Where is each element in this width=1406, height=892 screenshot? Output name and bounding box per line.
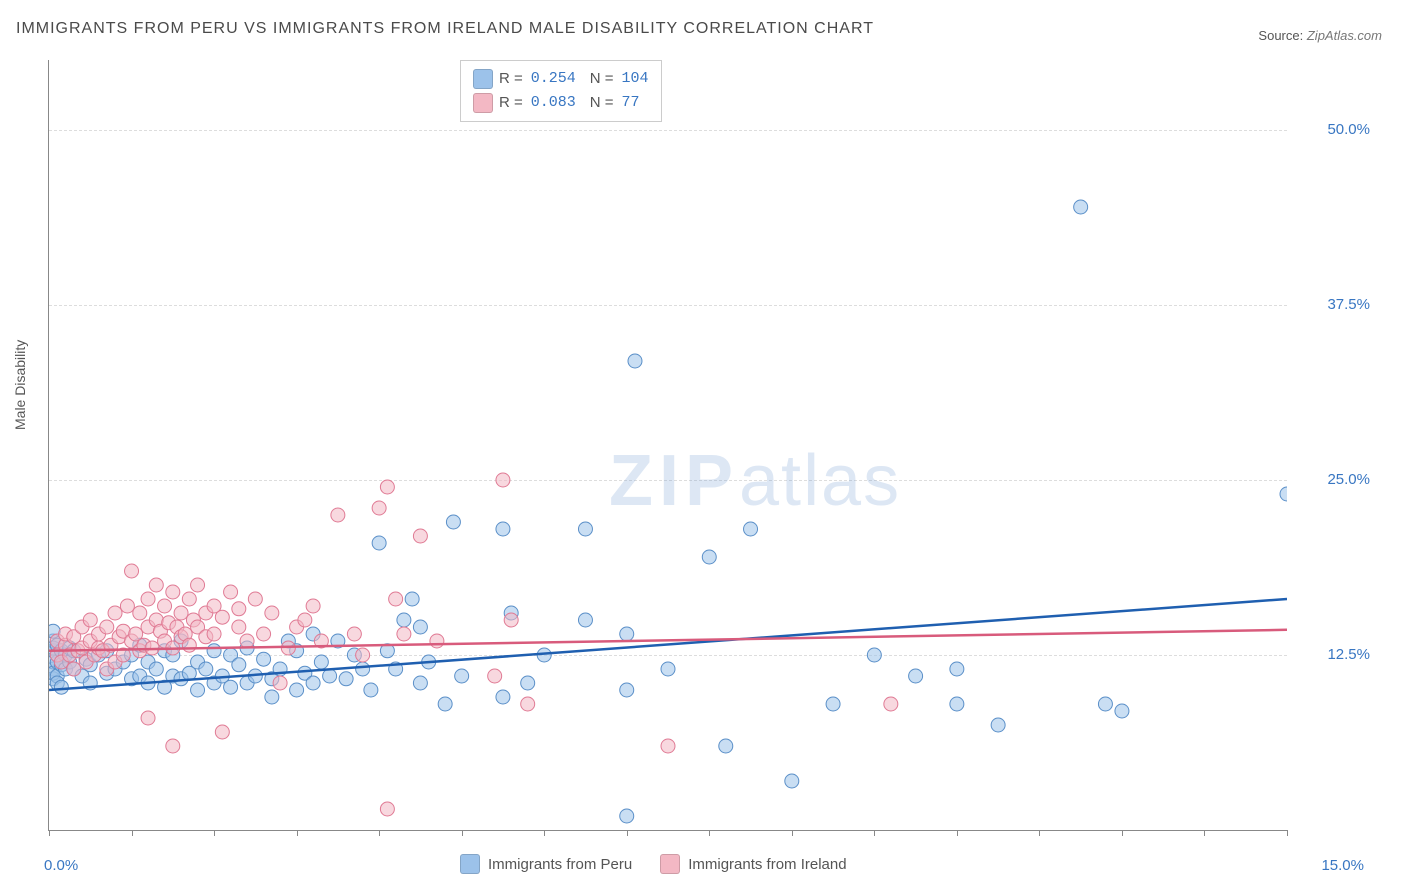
source-value: ZipAtlas.com <box>1307 28 1382 43</box>
x-tick <box>297 830 298 836</box>
swatch-ireland <box>473 93 493 113</box>
y-axis-label: Male Disability <box>12 340 28 430</box>
legend-label-peru: Immigrants from Peru <box>488 856 632 873</box>
legend-row-ireland: R = 0.083 N = 77 <box>473 91 649 115</box>
x-axis-min-label: 0.0% <box>44 857 78 874</box>
x-tick <box>214 830 215 836</box>
plot-container: ZIPatlas <box>48 60 1286 830</box>
trend-lines-layer <box>49 60 1287 830</box>
legend-item-ireland: Immigrants from Ireland <box>660 854 846 874</box>
source-attribution: Source: ZipAtlas.com <box>1258 28 1382 43</box>
x-tick <box>1039 830 1040 836</box>
legend-row-peru: R = 0.254 N = 104 <box>473 67 649 91</box>
x-tick <box>1287 830 1288 836</box>
x-tick <box>792 830 793 836</box>
x-tick <box>627 830 628 836</box>
swatch-peru <box>460 854 480 874</box>
source-label: Source: <box>1258 28 1303 43</box>
legend-series-box: Immigrants from Peru Immigrants from Ire… <box>460 854 847 874</box>
y-tick-label: 37.5% <box>1300 296 1370 313</box>
y-tick-label: 12.5% <box>1300 646 1370 663</box>
x-axis-max-label: 15.0% <box>1321 857 1364 874</box>
legend-label-ireland: Immigrants from Ireland <box>688 856 846 873</box>
y-tick-label: 50.0% <box>1300 121 1370 138</box>
x-tick <box>709 830 710 836</box>
plot-area: ZIPatlas <box>48 60 1287 831</box>
n-value-peru: 104 <box>622 67 649 91</box>
trend-line <box>49 599 1287 690</box>
x-tick <box>462 830 463 836</box>
swatch-peru <box>473 69 493 89</box>
x-tick <box>132 830 133 836</box>
x-tick <box>957 830 958 836</box>
x-tick <box>544 830 545 836</box>
r-value-ireland: 0.083 <box>531 91 576 115</box>
y-tick-label: 25.0% <box>1300 471 1370 488</box>
n-label: N = <box>590 91 614 115</box>
r-value-peru: 0.254 <box>531 67 576 91</box>
trend-line <box>49 630 1287 651</box>
legend-correlation-box: R = 0.254 N = 104 R = 0.083 N = 77 <box>460 60 662 122</box>
x-tick <box>874 830 875 836</box>
x-tick <box>1122 830 1123 836</box>
n-label: N = <box>590 67 614 91</box>
r-label: R = <box>499 91 523 115</box>
r-label: R = <box>499 67 523 91</box>
x-tick <box>1204 830 1205 836</box>
n-value-ireland: 77 <box>622 91 640 115</box>
legend-item-peru: Immigrants from Peru <box>460 854 632 874</box>
x-tick <box>379 830 380 836</box>
swatch-ireland <box>660 854 680 874</box>
x-tick <box>49 830 50 836</box>
chart-title: IMMIGRANTS FROM PERU VS IMMIGRANTS FROM … <box>16 20 874 38</box>
